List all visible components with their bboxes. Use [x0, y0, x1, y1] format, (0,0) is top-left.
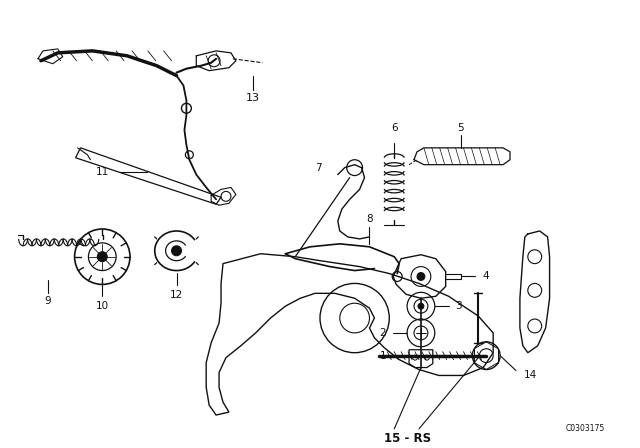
- Circle shape: [97, 252, 108, 262]
- Text: 15 - RS: 15 - RS: [383, 432, 431, 445]
- Text: 7: 7: [315, 163, 321, 172]
- Text: 10: 10: [96, 301, 109, 311]
- Text: 9: 9: [45, 296, 51, 306]
- Text: 13: 13: [246, 93, 260, 103]
- Text: 2: 2: [380, 328, 387, 338]
- Text: 14: 14: [524, 370, 537, 380]
- Text: 8: 8: [366, 214, 372, 224]
- Circle shape: [417, 272, 425, 280]
- Text: 6: 6: [391, 123, 397, 133]
- Text: 1: 1: [380, 351, 387, 361]
- Text: 11: 11: [96, 167, 109, 177]
- Text: 12: 12: [170, 290, 183, 300]
- Text: 4: 4: [483, 271, 489, 281]
- Circle shape: [172, 246, 182, 256]
- Text: 3: 3: [456, 301, 462, 311]
- Text: 5: 5: [457, 123, 464, 133]
- Text: C0303175: C0303175: [566, 424, 605, 433]
- Circle shape: [418, 303, 424, 309]
